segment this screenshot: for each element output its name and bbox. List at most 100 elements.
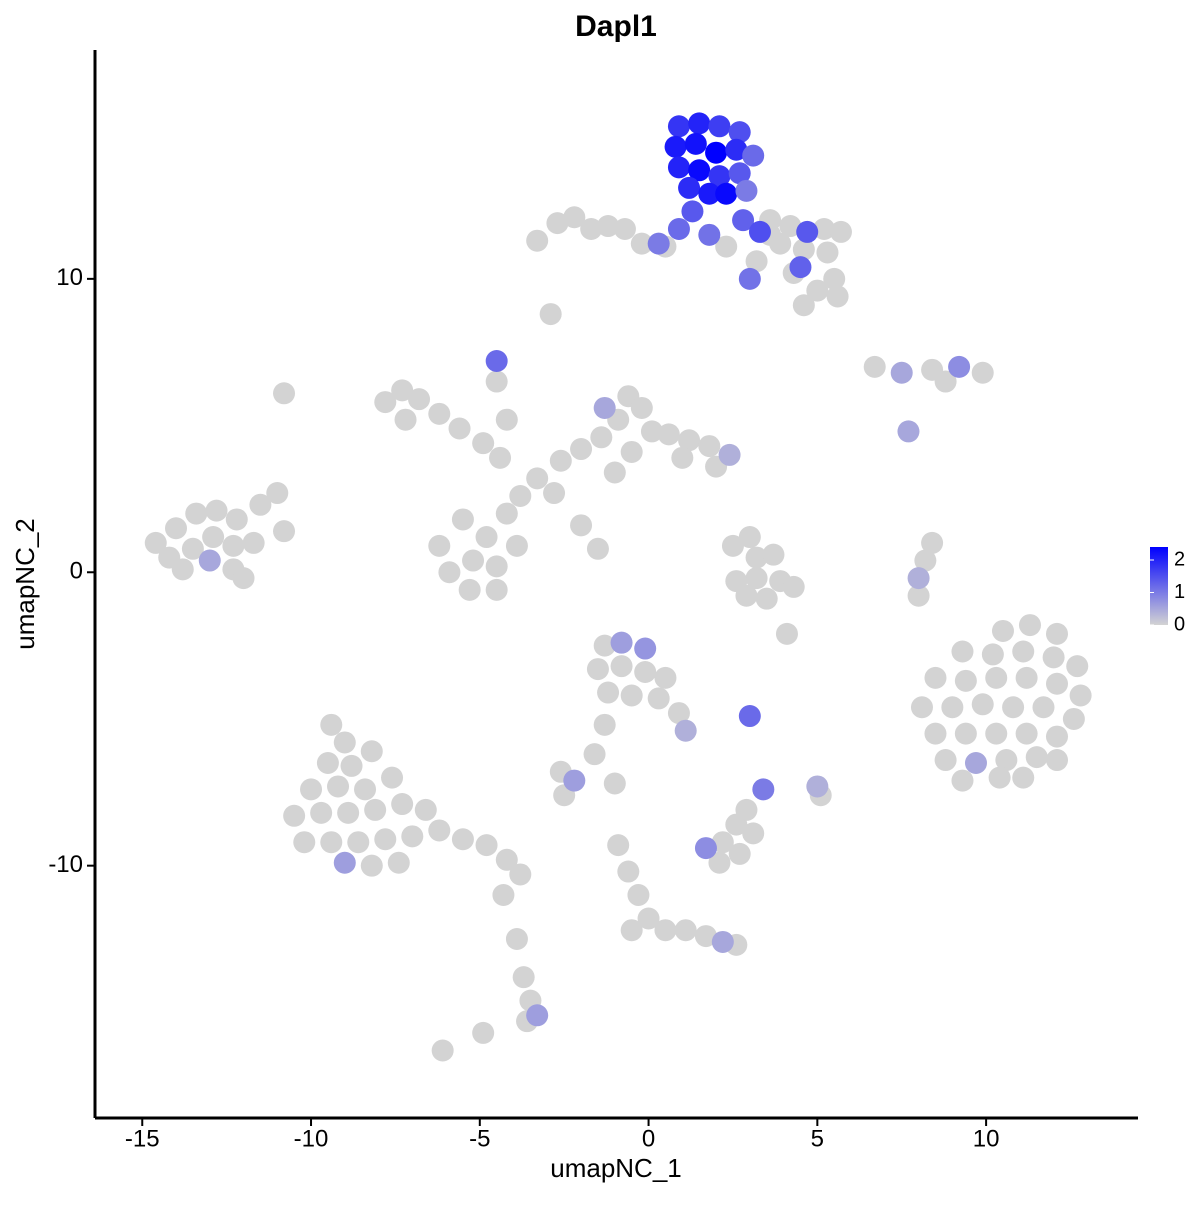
point <box>721 534 744 557</box>
point <box>408 388 431 411</box>
point <box>431 1039 454 1062</box>
point <box>728 842 751 865</box>
point <box>634 637 657 660</box>
point <box>181 537 204 560</box>
point <box>829 220 852 243</box>
point <box>711 831 734 854</box>
point <box>674 919 697 942</box>
point <box>667 702 690 725</box>
point <box>570 514 593 537</box>
point <box>205 499 228 522</box>
point <box>1015 666 1038 689</box>
point <box>640 420 663 443</box>
point <box>674 719 697 742</box>
point <box>593 396 616 419</box>
point <box>698 182 721 205</box>
point <box>492 884 515 907</box>
point <box>617 860 640 883</box>
point <box>597 681 620 704</box>
point <box>472 1021 495 1044</box>
point <box>826 285 849 308</box>
point <box>620 440 643 463</box>
point <box>910 696 933 719</box>
point <box>954 722 977 745</box>
point <box>951 769 974 792</box>
point <box>283 804 306 827</box>
point <box>451 828 474 851</box>
point <box>684 132 707 155</box>
point <box>391 793 414 816</box>
point <box>489 446 512 469</box>
point <box>667 217 690 240</box>
point <box>603 772 626 795</box>
x-tick-label: 5 <box>811 1125 824 1152</box>
point <box>549 449 572 472</box>
point <box>1045 725 1068 748</box>
point <box>1062 707 1085 730</box>
point <box>711 930 734 953</box>
point <box>755 587 778 610</box>
point <box>448 417 471 440</box>
point <box>630 232 653 255</box>
point <box>391 379 414 402</box>
point <box>475 834 498 857</box>
point <box>526 229 549 252</box>
color-bar-label: 1 <box>1174 581 1185 603</box>
point <box>971 361 994 384</box>
x-tick-label: -10 <box>294 1125 329 1152</box>
point <box>198 549 221 572</box>
point <box>988 766 1011 789</box>
point <box>222 534 245 557</box>
point <box>742 144 765 167</box>
point <box>630 396 653 419</box>
point <box>678 176 701 199</box>
point <box>715 182 738 205</box>
chart-title: Dapl1 <box>575 10 657 43</box>
point <box>914 549 937 572</box>
point <box>1032 696 1055 719</box>
point <box>667 115 690 138</box>
point <box>603 461 626 484</box>
y-tick-label: -10 <box>48 851 83 878</box>
point <box>333 851 356 874</box>
point <box>505 534 528 557</box>
x-tick-label: 0 <box>642 1125 655 1152</box>
point <box>242 531 265 554</box>
y-tick-label: 0 <box>70 558 83 585</box>
point <box>1012 640 1035 663</box>
point <box>796 220 819 243</box>
point <box>401 825 424 848</box>
point <box>995 749 1018 772</box>
point <box>458 578 481 601</box>
point <box>273 520 296 543</box>
point <box>1045 622 1068 645</box>
point <box>728 121 751 144</box>
point <box>715 235 738 258</box>
point <box>586 537 609 560</box>
point <box>590 426 613 449</box>
point <box>475 526 498 549</box>
point <box>225 508 248 531</box>
point <box>762 543 785 566</box>
point <box>381 766 404 789</box>
point <box>485 555 508 578</box>
point <box>580 217 603 240</box>
point <box>202 526 225 549</box>
axes: -15 -10 -5 0 5 10 -10 0 10 0 1 2 <box>48 50 1185 1152</box>
point <box>610 655 633 678</box>
point <box>890 361 913 384</box>
color-bar-label: 2 <box>1174 548 1185 570</box>
point <box>806 775 829 798</box>
point <box>509 863 532 886</box>
point <box>964 751 987 774</box>
point <box>354 778 377 801</box>
point <box>671 446 694 469</box>
point <box>823 267 846 290</box>
point <box>907 567 930 590</box>
point <box>620 684 643 707</box>
point <box>991 619 1014 642</box>
point <box>374 391 397 414</box>
point <box>316 751 339 774</box>
point <box>610 631 633 654</box>
point <box>694 837 717 860</box>
